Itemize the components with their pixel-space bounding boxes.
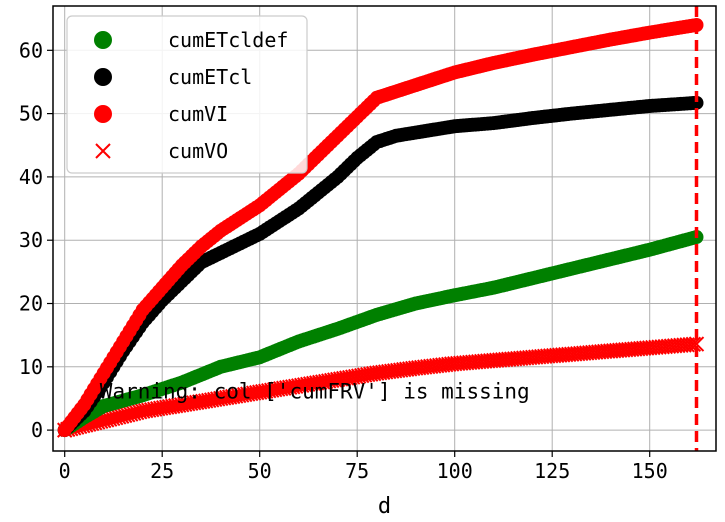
series-cumETcl — [57, 95, 704, 438]
y-tick-label: 10 — [19, 355, 43, 379]
x-tick-label: 100 — [437, 459, 473, 483]
data-point — [125, 405, 142, 422]
y-tick-label: 40 — [19, 165, 43, 189]
y-tick-label: 0 — [31, 418, 43, 442]
x-tick-label: 50 — [248, 459, 272, 483]
legend-label: cumVO — [168, 139, 228, 163]
data-point — [101, 411, 118, 427]
legend-label: cumETcldef — [168, 28, 288, 52]
y-tick-label: 60 — [19, 38, 43, 62]
x-tick-label: 75 — [345, 459, 369, 483]
legend-marker — [95, 143, 111, 159]
legend-label: cumVI — [168, 102, 228, 126]
series-cumETcldef — [57, 230, 704, 438]
y-tick-label: 30 — [19, 228, 43, 252]
data-point — [116, 407, 133, 424]
ticks: 0 25 50 75 100 125 150 0 10 20 30 40 50 60 — [19, 38, 668, 483]
legend-marker — [94, 68, 112, 86]
x-tick-label: 125 — [534, 459, 570, 483]
x-tick-label: 150 — [632, 459, 668, 483]
x-tick-label: 0 — [59, 459, 71, 483]
legend-label: cumETcl — [168, 65, 252, 89]
data-point — [98, 412, 115, 428]
series-cumVI — [57, 17, 704, 438]
plot-frame — [52, 5, 717, 452]
legend-marker — [94, 105, 112, 123]
data-point — [688, 336, 705, 352]
data-point — [110, 409, 127, 425]
legend: cumETcldef cumETcl cumVI cumVO — [66, 15, 308, 174]
legend-marker — [94, 31, 112, 49]
data-point — [128, 404, 145, 421]
data-point — [122, 406, 139, 422]
data-point — [107, 409, 124, 426]
x-tick-label: 25 — [150, 459, 174, 483]
warning-annotation: Warning: col ['cumFRV'] is missing — [100, 379, 530, 403]
x-axis-label: d — [378, 494, 391, 519]
data-point — [113, 408, 130, 424]
legend-box — [66, 15, 308, 174]
series-layer — [56, 17, 705, 438]
data-point — [104, 410, 121, 427]
y-tick-label: 20 — [19, 292, 43, 316]
data-point — [119, 407, 136, 423]
y-tick-label: 50 — [19, 102, 43, 126]
data-point — [689, 95, 704, 110]
